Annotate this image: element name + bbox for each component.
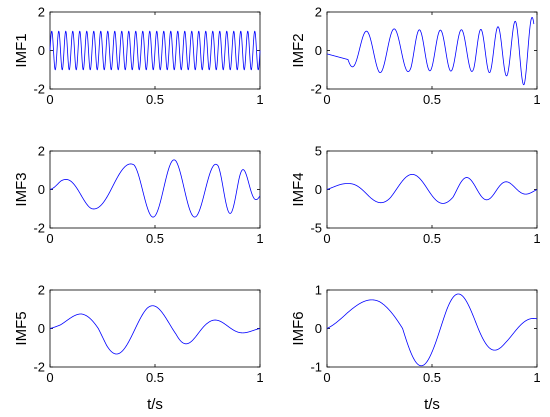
plot-frame [326,289,538,368]
y-tick-label: 0 [315,43,322,58]
plot-frame [326,11,538,90]
panel-imf5: IMF5 0 0.5 1-202 [13,283,264,386]
series-line [49,305,261,355]
plot-frame [49,150,261,229]
y-tick-label: -2 [33,221,45,236]
y-axis-label: IMF5 [13,311,30,345]
panel-imf3: IMF3 0 0.5 1-202 [13,144,264,247]
x-tick-label: 1 [533,92,540,107]
plot-frame [49,289,261,368]
x-tick-label: 0 [46,231,53,246]
panel-imf2: IMF2 0 0.5 1-202 [290,5,541,108]
y-tick-label: 1 [315,283,322,298]
series-line [49,159,261,218]
axis-ticks: 0 0.5 1-202 [33,283,263,386]
axis-ticks: 0 0.5 1-202 [33,5,263,108]
y-tick-label: 0 [38,321,45,336]
y-tick-label: 2 [38,144,45,159]
x-tick-label: 0.5 [423,92,441,107]
y-tick-label: 0 [38,43,45,58]
y-axis-label: IMF2 [290,33,307,67]
panel-imf4: IMF4 0 0.5 1-505 [290,144,541,247]
y-tick-label: -2 [33,82,45,97]
y-tick-label: 0 [38,182,45,197]
x-tick-label: 0.5 [423,231,441,246]
x-tick-label: 1 [533,370,540,385]
series-line [326,16,535,86]
y-axis-label: IMF1 [13,33,30,67]
x-tick-label: 0 [46,370,53,385]
axis-ticks: 0 0.5 1-101 [310,283,540,386]
y-tick-label: -5 [310,221,322,236]
y-tick-label: 5 [315,144,322,159]
x-tick-label: 0.5 [146,370,164,385]
y-tick-label: 2 [38,5,45,20]
series-line [326,293,538,367]
axis-ticks: 0 0.5 1-202 [310,5,540,108]
x-tick-label: 0.5 [146,92,164,107]
y-tick-label: 0 [315,321,322,336]
panel-imf6: IMF6 0 0.5 1-101 [290,283,541,386]
x-tick-label: 0 [323,92,330,107]
x-axis-label-right: t/s [424,396,440,413]
y-tick-label: 2 [38,283,45,298]
plot-frame [326,150,538,229]
y-tick-label: -1 [310,360,322,375]
y-axis-label: IMF6 [290,311,307,345]
series-line [49,30,261,71]
x-tick-label: 0.5 [146,231,164,246]
axis-ticks: 0 0.5 1-202 [33,144,263,247]
y-tick-label: -2 [33,360,45,375]
y-tick-label: -2 [310,82,322,97]
y-axis-label: IMF3 [13,172,30,206]
y-tick-label: 2 [315,5,322,20]
x-tick-label: 0 [46,92,53,107]
series-line [326,173,538,204]
axis-ticks: 0 0.5 1-505 [310,144,540,247]
panel-imf1: IMF1 0 0.5 1-202 [13,5,264,108]
x-axis-label-left: t/s [147,396,163,413]
x-tick-label: 0.5 [423,370,441,385]
y-tick-label: 0 [315,182,322,197]
x-tick-label: 0 [323,370,330,385]
x-tick-label: 1 [256,92,263,107]
y-axis-label: IMF4 [290,172,307,206]
x-tick-label: 1 [256,370,263,385]
x-tick-label: 1 [256,231,263,246]
x-tick-label: 0 [323,231,330,246]
x-tick-label: 1 [533,231,540,246]
